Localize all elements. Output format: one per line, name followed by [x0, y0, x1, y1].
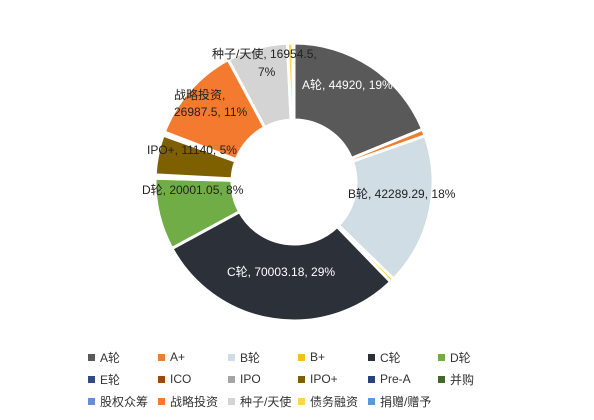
donut-slice-16: [291, 41, 296, 122]
legend-label-14: 种子/天使: [240, 394, 292, 409]
legend-item-10: Pre-A: [368, 370, 438, 388]
legend-label-9: IPO+: [310, 372, 338, 386]
legend-label-1: A+: [170, 350, 186, 364]
legend-label-2: B轮: [240, 350, 261, 365]
legend-swatch-0: [88, 353, 95, 361]
legend-swatch-11: [438, 375, 445, 383]
legend-swatch-12: [88, 397, 95, 405]
data-label-3: D轮, 20001.05, 8%: [142, 183, 244, 197]
data-label-4: IPO+, 11140, 5%: [147, 143, 237, 157]
legend-swatch-4: [368, 353, 375, 361]
legend-swatch-2: [228, 353, 235, 361]
donut-slice-0: [292, 41, 425, 161]
legend-swatch-5: [438, 353, 445, 361]
legend-swatch-3: [298, 353, 305, 361]
legend-item-2: B轮: [228, 348, 298, 366]
legend-item-13: 战略投资: [158, 392, 228, 410]
data-label-1: B轮, 42289.29, 18%: [348, 187, 456, 201]
legend-item-11: 并购: [438, 370, 508, 388]
legend-label-8: IPO: [240, 372, 261, 386]
legend-swatch-6: [88, 375, 95, 383]
legend-swatch-7: [158, 375, 165, 383]
legend-label-6: E轮: [100, 372, 121, 387]
legend-item-4: C轮: [368, 348, 438, 366]
legend-item-6: E轮: [88, 370, 158, 388]
legend-label-3: B+: [310, 350, 326, 364]
legend-item-7: ICO: [158, 370, 228, 388]
donut-chart-plot: A轮, 44920, 19% B轮, 42289.29, 18% C轮, 70003…: [142, 41, 456, 323]
legend-label-5: D轮: [450, 350, 471, 365]
legend-item-0: A轮: [88, 348, 158, 366]
legend-label-13: 战略投资: [170, 394, 219, 409]
legend-label-12: 股权众筹: [100, 394, 149, 409]
donut-slice-4: [169, 209, 393, 323]
donut-slice-2: [336, 133, 435, 282]
data-label-2: C轮, 70003.18, 29%: [227, 265, 335, 279]
legend-item-9: IPO+: [298, 370, 368, 388]
chart-legend: A轮 A+ B轮 B+ C轮 D轮 E轮 ICO IPO IPO+ Pre-A 并购股权众筹 战略投资 种…: [88, 348, 508, 410]
legend-item-5: D轮: [438, 348, 508, 366]
legend-swatch-14: [228, 397, 235, 405]
legend-label-0: A轮: [100, 350, 121, 365]
data-label-6: 26987.5, 11%: [174, 105, 248, 119]
legend-item-3: B+: [298, 348, 368, 366]
legend-swatch-16: [368, 397, 375, 405]
legend-swatch-13: [158, 397, 165, 405]
legend-swatch-8: [228, 375, 235, 383]
legend-swatch-1: [158, 353, 165, 361]
data-label-8: 7%: [258, 65, 276, 79]
legend-label-15: 债务融资: [310, 394, 359, 409]
legend-item-15: 债务融资: [298, 392, 368, 410]
legend-item-1: A+: [158, 348, 228, 366]
legend-label-16: 捐赠/赠予: [380, 394, 432, 409]
legend-label-10: Pre-A: [380, 372, 411, 386]
data-label-5: 战略投资,: [174, 87, 225, 102]
legend-item-8: IPO: [228, 370, 298, 388]
data-label-0: A轮, 44920, 19%: [302, 78, 393, 92]
legend-swatch-10: [368, 375, 375, 383]
legend-item-14: 种子/天使: [228, 392, 298, 410]
legend-label-4: C轮: [380, 350, 401, 365]
legend-label-11: 并购: [450, 372, 475, 387]
legend-label-7: ICO: [170, 372, 192, 386]
legend-item-16: 捐赠/赠予: [368, 392, 438, 410]
legend-item-12: 股权众筹: [88, 392, 158, 410]
legend-swatch-9: [298, 375, 305, 383]
legend-swatch-15: [298, 397, 305, 405]
data-label-7: 种子/天使, 16954.5,: [212, 46, 317, 61]
